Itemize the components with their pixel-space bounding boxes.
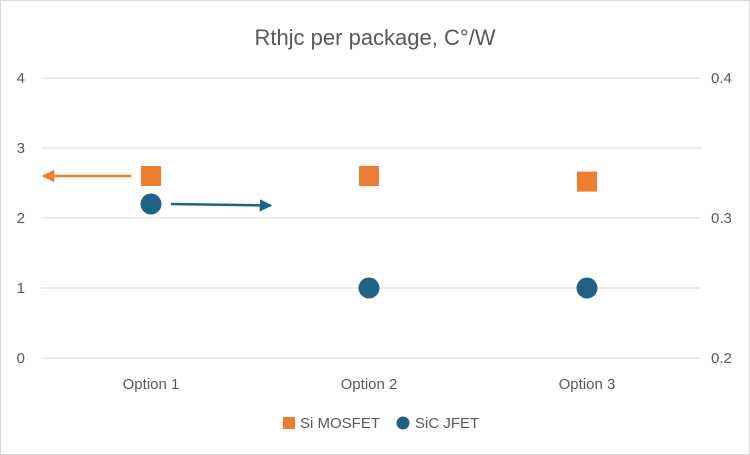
legend: Si MOSFET SiC JFET: [283, 415, 479, 432]
data-point-square: [577, 171, 597, 192]
legend-label-sic-jfet: SiC JFET: [415, 415, 479, 432]
legend-label-si-mosfet: Si MOSFET: [300, 415, 380, 432]
right-tick-label: 0.3: [711, 210, 732, 227]
category-label: Option 3: [559, 376, 616, 393]
data-point-square: [141, 166, 161, 186]
category-labels: Option 1 Option 2 Option 3: [123, 376, 616, 393]
right-tick-label: 0.2: [711, 350, 732, 367]
data-point-square: [359, 166, 379, 186]
gridlines: [41, 77, 701, 359]
left-tick-label: 1: [17, 280, 25, 297]
data-point-circle: [140, 193, 162, 215]
data-point-circle: [358, 277, 380, 299]
legend-marker-circle: [396, 416, 410, 430]
annotations: [41, 169, 273, 212]
left-tick-label: 3: [17, 140, 25, 157]
left-tick-label: 0: [17, 350, 25, 367]
category-label: Option 2: [341, 376, 398, 393]
right-axis-ticks: 0.2 0.3 0.4: [711, 70, 732, 367]
legend-marker-square: [283, 417, 295, 429]
left-tick-label: 4: [17, 70, 25, 87]
chart-title: Rthjc per package, C°/W: [254, 25, 495, 50]
left-axis-ticks: 0 1 2 3 4: [17, 70, 25, 367]
left-tick-label: 2: [17, 210, 25, 227]
data-points: [140, 166, 598, 299]
right-arrow: [170, 199, 273, 212]
category-label: Option 1: [123, 376, 180, 393]
right-tick-label: 0.4: [711, 70, 732, 87]
data-point-circle: [576, 277, 598, 299]
